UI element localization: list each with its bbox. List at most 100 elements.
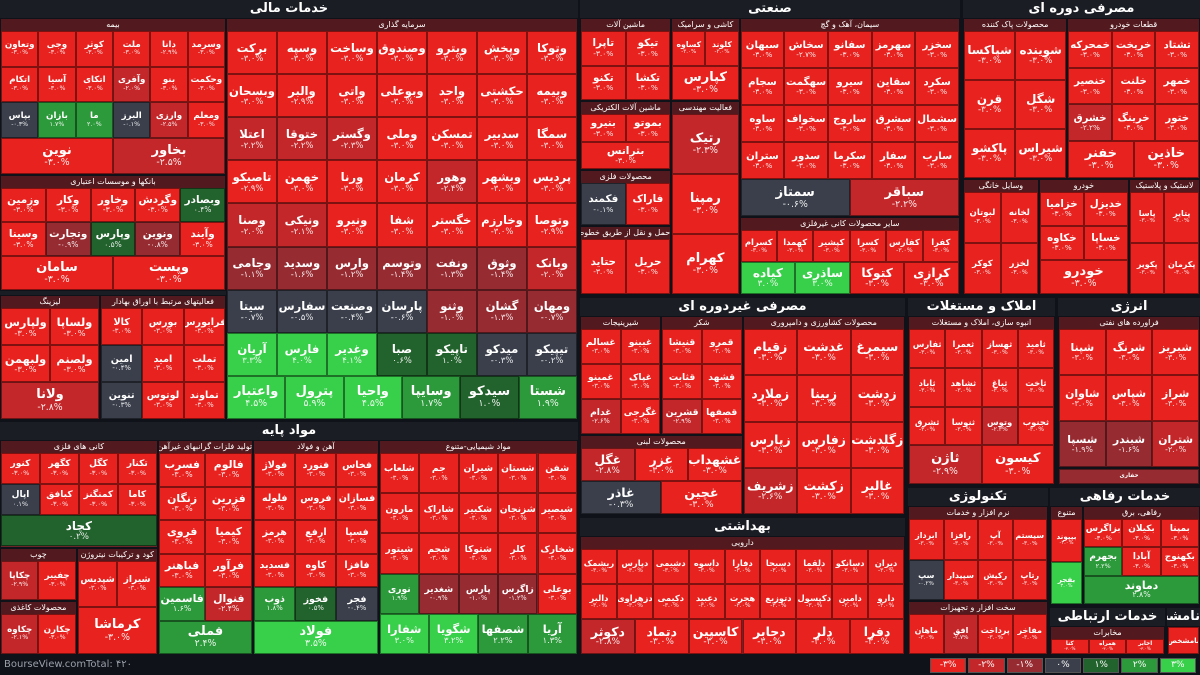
symbol: وغدیر <box>335 342 369 357</box>
tile: فباهنر -۳.۰% <box>158 553 206 587</box>
symbol: سشرق <box>875 114 912 126</box>
tile: اتکای -۳.۰% <box>75 66 113 103</box>
tile: وجامی -۱.۱% <box>226 246 277 290</box>
tile: فسازان -۳.۰% <box>336 486 378 520</box>
tile: سیتا -۰.۷% <box>226 289 277 333</box>
change: -۳.۰% <box>390 553 409 562</box>
group-title: سیمان، آهک و گچ <box>740 19 959 31</box>
symbol: زپارس <box>749 431 791 447</box>
tile: شگل -۳.۰% <box>1015 79 1067 129</box>
sector: مصرفی دوره ای قطعات خودرو تشتاد -۳.۰% خریخت -… <box>963 0 1200 295</box>
symbol: شخارک <box>540 543 575 555</box>
tile: داسوه -۳.۰% <box>688 549 725 584</box>
group-title: ماشین آلات <box>581 19 671 31</box>
symbol: فکمند <box>588 193 619 206</box>
symbol: کرماشا <box>94 617 141 633</box>
change: -۳.۰% <box>806 566 823 574</box>
change: ۲.۲% <box>493 634 513 645</box>
change: -۳.۰% <box>11 49 29 57</box>
tile: فجر -۰.۴% <box>336 587 378 621</box>
symbol: سمتاز <box>775 184 815 200</box>
symbol: سخواف <box>786 114 826 126</box>
group-title: محصولات فلزی <box>581 171 671 184</box>
change: -۲.۹% <box>240 182 264 193</box>
tile: شپدیس -۳.۰% <box>77 560 118 608</box>
symbol: کتوکا <box>861 265 893 280</box>
group-title: سخت افزار و تجهیزات <box>909 602 1047 615</box>
tile: رتیک -۲.۳% <box>672 114 739 175</box>
symbol: همراه <box>1099 641 1116 648</box>
change: -۳.۰% <box>218 537 240 547</box>
symbol: فروس <box>300 493 332 505</box>
tile: آسیا -۳.۰% <box>38 66 76 103</box>
group: تولید فلزات گرانبهای غیرآهن فالوم -۳.۰% فسر… <box>157 440 254 655</box>
change: -۳.۰% <box>1005 465 1031 477</box>
tile: ثاباد -۳.۰% <box>909 367 946 407</box>
tile: بفجر ۳.۰% <box>1051 561 1082 604</box>
tile: کبافق -۳.۰% <box>39 484 79 516</box>
change: -۳.۰% <box>811 637 836 648</box>
symbol: ساوه <box>749 114 776 126</box>
symbol: ثشرق <box>914 416 940 427</box>
change: -۳.۰% <box>85 49 103 57</box>
change: -۳.۰% <box>811 353 836 364</box>
change: -۳.۰% <box>865 445 890 456</box>
tile: فروس -۳.۰% <box>295 486 337 520</box>
symbol: کرمان <box>384 169 420 184</box>
symbol: افق <box>953 625 969 635</box>
change: -۲.۵% <box>156 156 182 168</box>
tile: کوکر -۳.۰% <box>964 242 1001 294</box>
symbol: فنورد <box>302 459 330 471</box>
change: ۱.۹% <box>536 398 559 410</box>
tile: سفارس -۰.۵% <box>276 289 327 333</box>
change: -۳.۰% <box>469 553 488 562</box>
symbol: شیراس <box>1018 140 1063 155</box>
tile: وبسحان -۳.۰% <box>226 74 277 118</box>
change: -۳.۰% <box>770 566 787 574</box>
change: -۳.۰% <box>1139 269 1155 276</box>
symbol: رافزا <box>950 530 971 540</box>
tile: آریان ۳.۳% <box>226 332 277 376</box>
change: -۳.۰% <box>649 637 674 648</box>
change: -۳.۰% <box>194 327 214 336</box>
tile: تاپرا -۳.۰% <box>581 31 626 66</box>
symbol: غچین <box>684 484 719 500</box>
symbol: ورنا <box>340 169 364 184</box>
tile: فرابورس -۳.۰% <box>183 308 225 346</box>
symbol: وجی <box>46 39 68 50</box>
tile: ثاژن -۲.۹% <box>909 445 982 484</box>
symbol: دپارس <box>621 557 649 568</box>
symbol: سجام <box>748 77 777 89</box>
tile: حکشتی -۳.۰% <box>476 74 527 118</box>
symbol: دماوند <box>1124 578 1159 592</box>
symbol: پرداخت <box>980 625 1010 635</box>
legend-item: ۱% <box>1083 658 1120 673</box>
tile: زاگرس -۱.۲% <box>498 573 538 614</box>
tile: زگلدشت -۳.۰% <box>850 421 904 468</box>
symbol: کیسون <box>995 451 1041 467</box>
symbol: چکاوه <box>7 624 33 635</box>
symbol: سیتا <box>239 299 265 314</box>
symbol: هجرت <box>729 592 756 603</box>
symbol: کفارس <box>889 237 920 248</box>
group-title: محصولات لبنی <box>581 436 742 449</box>
change: ۰.۴% <box>193 205 212 215</box>
symbol: دکیمی <box>657 592 684 603</box>
tile: شلعاب -۳.۰% <box>379 453 420 494</box>
symbol: ثاباد <box>918 378 936 389</box>
change: -۳.۰% <box>112 327 131 336</box>
symbol: زگلدشت <box>851 431 904 447</box>
tile: فلوله -۳.۰% <box>254 486 296 520</box>
change: -۳.۰% <box>85 84 103 92</box>
tile: فالوم -۳.۰% <box>205 453 253 487</box>
footer: BourseView.com Total: ۴۲۰ -۳% -۲% -۱% ۰% ۱% ۲… <box>0 655 1200 675</box>
symbol: وگردش <box>138 194 178 206</box>
symbol: غدشت <box>803 339 845 355</box>
tile: ولساپا -۳.۰% <box>49 308 99 346</box>
symbol: برکت <box>236 40 268 55</box>
change: -۳.۰% <box>1027 348 1045 356</box>
tile: ختور -۳.۰% <box>1155 104 1199 141</box>
tile: شبصیر -۳.۰% <box>537 493 577 534</box>
tile: شیتور -۳.۰% <box>379 533 420 574</box>
change: -۲.۱% <box>290 225 314 236</box>
